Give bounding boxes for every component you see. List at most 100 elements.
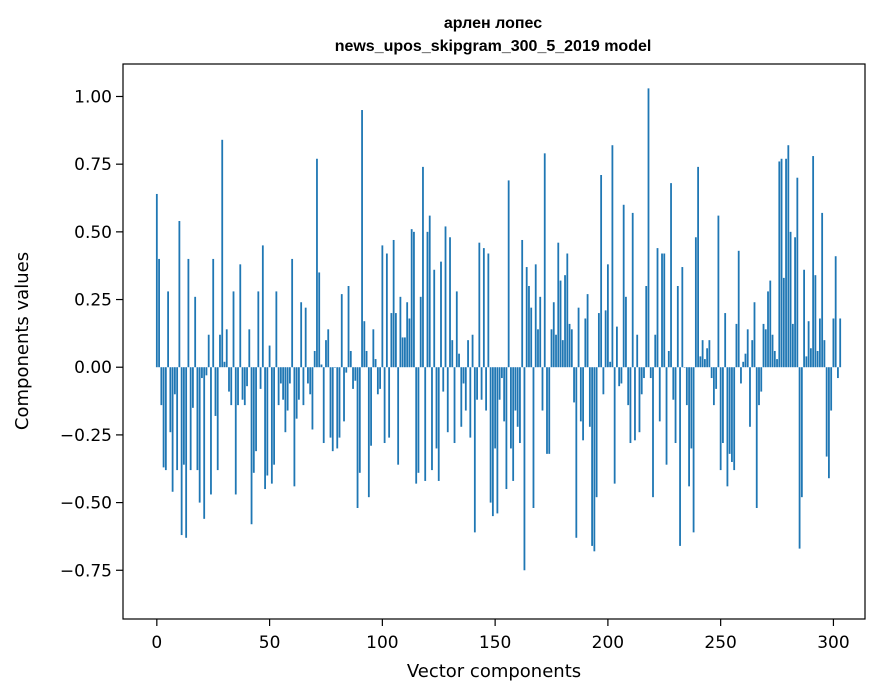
bar (525, 267, 528, 368)
bar (237, 367, 239, 406)
bar (219, 334, 221, 368)
bar (300, 302, 303, 368)
bar (399, 296, 402, 368)
bar (717, 215, 720, 368)
bar (446, 367, 449, 433)
bar (625, 296, 627, 368)
bar (221, 139, 224, 368)
bar (794, 237, 796, 368)
bar (462, 367, 465, 384)
bar (699, 356, 702, 368)
bar (692, 367, 695, 533)
bar (390, 313, 393, 368)
x-tick-label: 150 (479, 633, 511, 653)
bar (264, 367, 266, 490)
bar (559, 280, 562, 368)
bar (476, 367, 478, 400)
bar (613, 367, 616, 484)
bar (449, 237, 451, 368)
bar (839, 318, 842, 368)
bar (706, 348, 709, 368)
bar (654, 334, 657, 368)
x-axis-ticks: 0 50 100 150 200 250 300 (151, 619, 850, 653)
bar (602, 367, 605, 395)
bar (343, 367, 345, 422)
bar (410, 229, 413, 368)
bar (749, 367, 751, 427)
bar (539, 296, 542, 368)
bar (288, 367, 291, 384)
bar (464, 367, 467, 411)
bar (225, 329, 228, 368)
bar (809, 348, 812, 368)
bar (329, 367, 332, 438)
bar (791, 323, 794, 368)
bar (703, 359, 706, 368)
bar (223, 361, 226, 368)
bar (555, 334, 557, 368)
bar (187, 258, 190, 368)
bar (573, 367, 575, 403)
bar (803, 269, 805, 368)
bar (512, 367, 515, 481)
bar (661, 253, 663, 368)
bar (821, 212, 824, 368)
bar (564, 275, 566, 368)
bar (316, 158, 318, 368)
bar (519, 367, 521, 444)
bar (422, 166, 424, 368)
bar (755, 367, 758, 508)
bar (261, 245, 264, 368)
bar (507, 180, 510, 368)
bar (744, 353, 747, 368)
bar (561, 340, 564, 368)
bar (444, 226, 447, 368)
y-tick-label: −0.25 (60, 426, 112, 446)
bar (347, 286, 350, 368)
bar (268, 345, 271, 368)
bar (701, 340, 704, 368)
bar (270, 367, 273, 484)
bar (383, 367, 386, 444)
bar (313, 350, 316, 368)
bar (742, 361, 745, 368)
bar (715, 367, 718, 389)
bar (557, 242, 560, 368)
bar (771, 334, 774, 368)
bar (740, 367, 742, 384)
bar (652, 367, 654, 498)
bar (595, 367, 598, 498)
y-tick-label: 1.00 (74, 87, 112, 107)
bar (455, 291, 458, 368)
bar (776, 359, 778, 368)
bar (401, 337, 404, 368)
bar (331, 367, 334, 452)
bar (760, 367, 763, 392)
bar (543, 153, 546, 368)
bar (469, 367, 472, 438)
bar (577, 307, 580, 368)
bar (216, 367, 219, 471)
bar (634, 367, 636, 441)
bar (796, 177, 799, 368)
bar (311, 367, 314, 430)
bar (171, 367, 174, 492)
x-tick-label: 0 (151, 633, 162, 653)
bar (800, 367, 803, 498)
bar (428, 215, 431, 368)
bar (550, 329, 553, 368)
bar (192, 367, 194, 408)
bar (552, 302, 555, 368)
bar (246, 367, 248, 387)
bar (374, 359, 377, 368)
bar (606, 264, 609, 368)
bar (460, 367, 463, 427)
bar (674, 367, 677, 444)
bar (307, 367, 309, 384)
bar (304, 307, 307, 368)
bar (667, 350, 670, 368)
bar (302, 367, 305, 406)
bar (167, 291, 169, 368)
